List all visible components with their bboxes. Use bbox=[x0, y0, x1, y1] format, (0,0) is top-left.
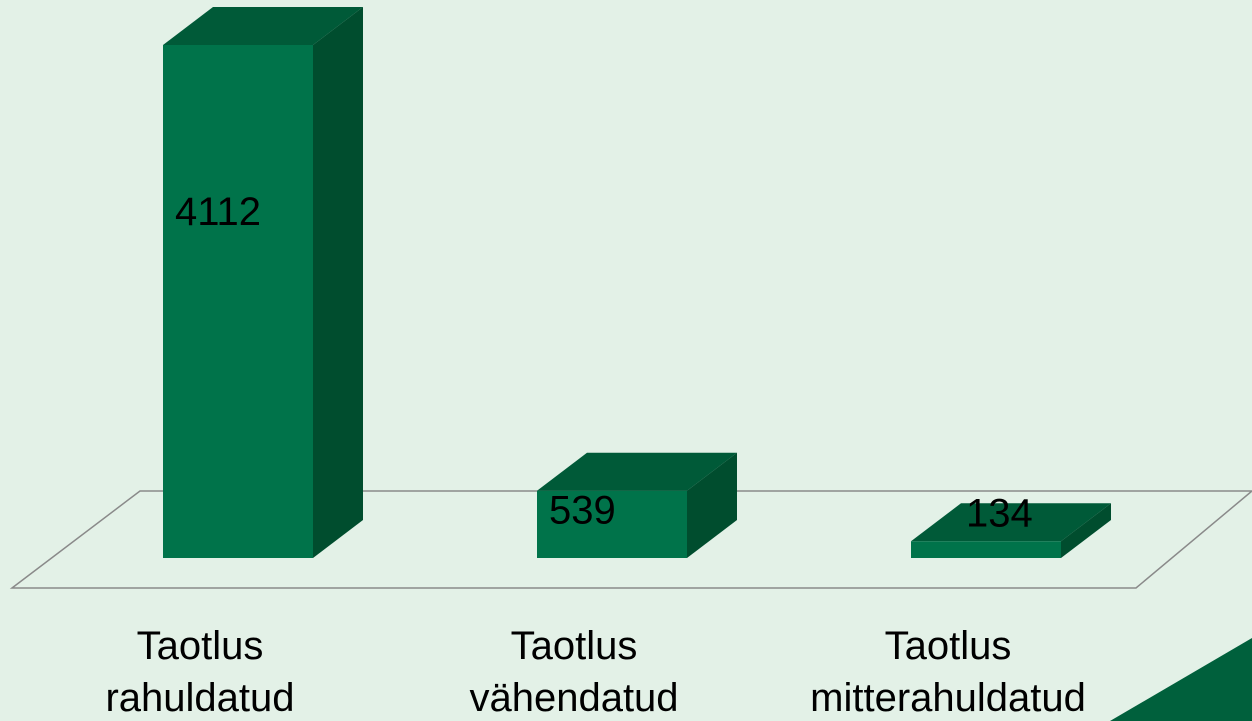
x-tick-label: Taotlus vähendatud bbox=[469, 624, 679, 720]
bar-side bbox=[687, 452, 737, 558]
bars: 4112 539 134 bbox=[163, 7, 1111, 558]
bar-top bbox=[537, 452, 737, 491]
value-label: 4112 bbox=[175, 190, 261, 234]
bar-top bbox=[911, 503, 1111, 542]
x-tick-label: Taotlus mitterahuldatud bbox=[810, 624, 1086, 720]
value-label: 539 bbox=[549, 489, 616, 533]
value-label: 134 bbox=[966, 492, 1033, 536]
bar bbox=[163, 45, 313, 558]
bar bbox=[911, 541, 1061, 558]
bar-top bbox=[163, 7, 363, 45]
corner-decoration bbox=[1110, 638, 1252, 721]
bar-side bbox=[313, 7, 363, 558]
x-tick-label: Taotlus rahuldatud bbox=[105, 624, 295, 720]
bar bbox=[537, 490, 687, 558]
bar-side bbox=[1061, 503, 1111, 558]
floor bbox=[9, 490, 1252, 589]
